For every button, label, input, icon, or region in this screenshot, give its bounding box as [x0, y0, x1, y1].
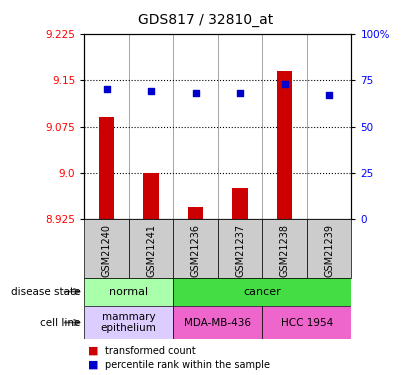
Bar — [129, 219, 173, 278]
Text: HCC 1954: HCC 1954 — [281, 318, 333, 327]
Bar — [84, 219, 129, 278]
Point — [148, 88, 155, 94]
Text: percentile rank within the sample: percentile rank within the sample — [105, 360, 270, 370]
Text: normal: normal — [109, 286, 148, 297]
Text: cancer: cancer — [243, 286, 281, 297]
Text: GSM21240: GSM21240 — [102, 224, 111, 277]
Point — [326, 92, 332, 98]
Point — [103, 87, 110, 93]
Text: GDS817 / 32810_at: GDS817 / 32810_at — [138, 13, 273, 27]
Text: GSM21238: GSM21238 — [279, 224, 290, 277]
Bar — [173, 219, 218, 278]
Bar — [173, 306, 262, 339]
Bar — [262, 219, 307, 278]
Bar — [188, 207, 203, 219]
Bar — [99, 117, 114, 219]
Text: transformed count: transformed count — [105, 345, 196, 355]
Text: ■: ■ — [88, 360, 99, 370]
Text: GSM21239: GSM21239 — [324, 224, 334, 277]
Point — [281, 81, 288, 87]
Text: MDA-MB-436: MDA-MB-436 — [184, 318, 252, 327]
Bar — [232, 189, 248, 219]
Text: GSM21241: GSM21241 — [146, 224, 156, 277]
Text: GSM21237: GSM21237 — [235, 224, 245, 277]
Text: disease state: disease state — [11, 286, 80, 297]
Bar — [277, 71, 292, 219]
Bar — [262, 306, 351, 339]
Bar — [84, 306, 173, 339]
Bar — [218, 219, 262, 278]
Point — [237, 90, 243, 96]
Bar — [173, 278, 351, 306]
Text: GSM21236: GSM21236 — [191, 224, 201, 277]
Bar — [143, 173, 159, 219]
Text: ■: ■ — [88, 345, 99, 355]
Point — [192, 90, 199, 96]
Bar — [307, 219, 351, 278]
Bar — [84, 278, 173, 306]
Text: mammary
epithelium: mammary epithelium — [101, 312, 157, 333]
Text: cell line: cell line — [40, 318, 80, 327]
